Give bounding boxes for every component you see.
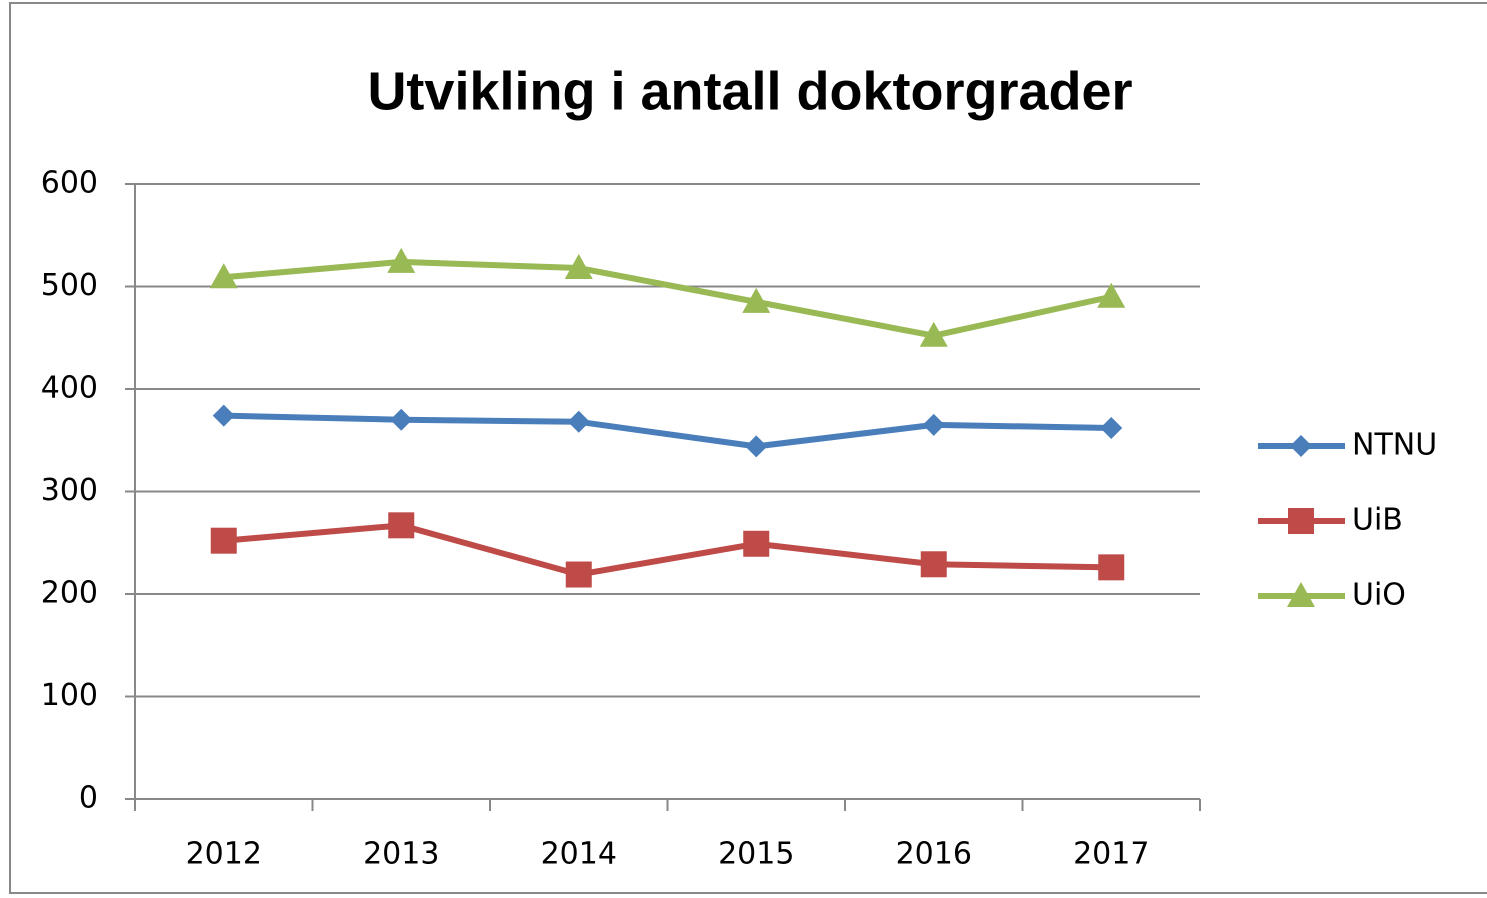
legend-label: NTNU [1352, 428, 1437, 463]
marker [390, 408, 413, 431]
x-tick-label: 2015 [718, 837, 794, 872]
y-tick-label: 200 [41, 576, 98, 611]
series-line [223, 258, 1112, 339]
marker [920, 551, 947, 578]
marker [210, 527, 237, 554]
marker [1288, 508, 1314, 534]
marker [1287, 582, 1315, 607]
series-line [223, 412, 1112, 450]
marker [745, 435, 768, 458]
marker [1100, 416, 1123, 439]
x-tick-label: 2017 [1073, 837, 1149, 872]
chart-title: Utvikling i antall doktorgrader [367, 61, 1132, 121]
y-tick-label: 600 [41, 166, 98, 201]
y-tick-label: 400 [41, 371, 98, 406]
y-tick-label: 500 [41, 268, 98, 303]
legend-label: UiB [1352, 503, 1403, 538]
marker [388, 512, 415, 539]
marker [564, 254, 593, 280]
x-tick-label: 2012 [186, 837, 262, 872]
marker [1098, 554, 1125, 581]
marker [919, 321, 948, 347]
y-tick-label: 300 [41, 473, 98, 508]
marker [743, 530, 770, 557]
marker [1097, 282, 1126, 308]
y-tick-label: 100 [41, 678, 98, 713]
marker [212, 404, 235, 427]
marker [387, 247, 416, 273]
marker [742, 287, 771, 313]
legend-label: UiO [1352, 578, 1406, 613]
marker [565, 561, 592, 588]
marker [209, 263, 238, 289]
marker [567, 410, 590, 433]
x-tick-label: 2014 [541, 837, 617, 872]
marker [922, 413, 945, 436]
series-line [223, 522, 1112, 578]
y-tick-label: 0 [79, 781, 98, 816]
x-tick-label: 2016 [896, 837, 972, 872]
marker [1290, 435, 1312, 457]
x-tick-label: 2013 [363, 837, 439, 872]
